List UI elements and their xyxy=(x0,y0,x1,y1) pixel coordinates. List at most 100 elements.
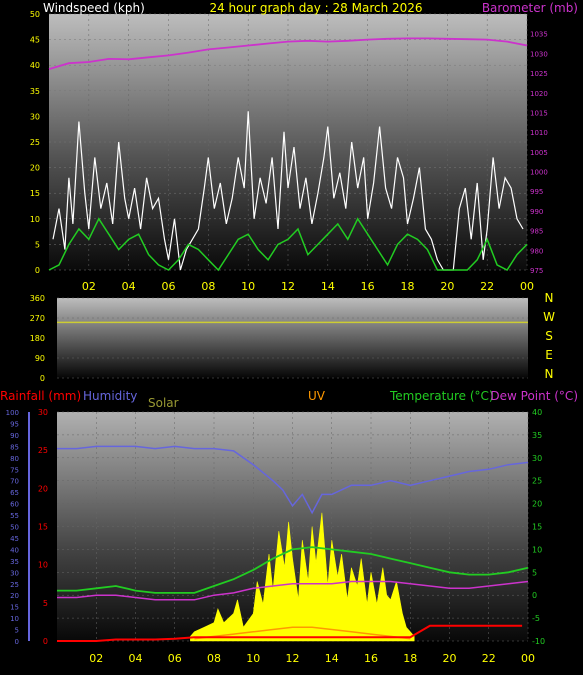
humidity-tick-label: 80 xyxy=(10,455,19,463)
climate-series xyxy=(57,445,529,642)
humidity-tick-label: 75 xyxy=(10,466,19,474)
climate-x-tick-label: 16 xyxy=(364,652,378,665)
climate-x-tick-label: 10 xyxy=(246,652,260,665)
humidity-tick-label: 25 xyxy=(10,581,19,589)
baro-tick-label: 990 xyxy=(530,208,543,216)
wind-tick-label: 25 xyxy=(30,138,40,147)
wind-tick-label: 50 xyxy=(30,10,40,19)
barometer-title: Barometer (mb) xyxy=(482,1,578,15)
wind-tick-label: 10 xyxy=(30,215,40,224)
humidity-tick-label: 60 xyxy=(10,501,19,509)
direction-tick-label: 270 xyxy=(30,314,45,323)
temperature-y-axis: -10 -5 0 5 10 15 20 25 30 35 40 xyxy=(532,408,545,646)
humidity-tick-label: 55 xyxy=(10,512,19,520)
climate-x-tick-label: 02 xyxy=(89,652,103,665)
wind-x-tick-label: 10 xyxy=(241,280,255,293)
temperature-tick-label: 10 xyxy=(532,545,542,554)
baro-tick-label: 985 xyxy=(530,228,543,236)
wind-tick-label: 40 xyxy=(30,61,40,70)
temperature-tick-label: 25 xyxy=(532,477,542,486)
wind-x-tick-label: 04 xyxy=(122,280,136,293)
compass-letter: N xyxy=(545,291,554,305)
climate-x-tick-label: 22 xyxy=(482,652,496,665)
direction-tick-label: 0 xyxy=(40,374,45,383)
humidity-tick-label: 65 xyxy=(10,489,19,497)
compass-letter: W xyxy=(543,310,555,324)
rainfall-y-axis: 0 5 10 15 20 25 30 xyxy=(38,408,48,646)
temperature-tick-label: -10 xyxy=(532,637,545,646)
wind-x-tick-label: 12 xyxy=(281,280,295,293)
climate-x-tick-label: 04 xyxy=(129,652,143,665)
solar-label: Solar xyxy=(148,396,179,410)
humidity-tick-label: 40 xyxy=(10,546,19,554)
temperature-line xyxy=(57,546,529,594)
climate-x-tick-label: 18 xyxy=(403,652,417,665)
wind-x-tick-label: 22 xyxy=(480,280,494,293)
barometer-line xyxy=(48,37,528,70)
humidity-tick-label: 100 xyxy=(6,409,19,417)
rainfall-tick-label: 25 xyxy=(38,446,48,455)
wind-tick-label: 30 xyxy=(30,112,40,121)
average-wind-line xyxy=(48,217,528,272)
climate-x-tick-label: 14 xyxy=(325,652,339,665)
temperature-tick-label: 35 xyxy=(532,431,542,440)
wind-tick-label: 0 xyxy=(35,266,40,275)
temperature-tick-label: 40 xyxy=(532,408,542,417)
climate-x-tick-label: 06 xyxy=(168,652,182,665)
humidity-tick-label: 30 xyxy=(10,569,19,577)
baro-tick-label: 1025 xyxy=(530,70,548,78)
humidity-label: Humidity xyxy=(83,389,137,403)
direction-tick-label: 90 xyxy=(35,354,45,363)
wind-tick-label: 20 xyxy=(30,164,40,173)
baro-tick-label: 975 xyxy=(530,267,543,275)
baro-tick-label: 1030 xyxy=(530,50,548,58)
baro-tick-label: 995 xyxy=(530,188,543,196)
rainfall-label: Rainfall (mm) xyxy=(0,389,81,403)
rainfall-tick-label: 5 xyxy=(43,599,48,608)
wind-tick-label: 45 xyxy=(30,36,40,45)
wind-x-tick-label: 02 xyxy=(82,280,96,293)
wind-panel-bg xyxy=(49,14,527,270)
humidity-tick-label: 0 xyxy=(15,638,19,646)
wind-x-tick-label: 00 xyxy=(520,280,534,293)
temperature-tick-label: 15 xyxy=(532,523,542,532)
wind-x-tick-label: 06 xyxy=(162,280,176,293)
compass-letter: N xyxy=(545,367,554,381)
chart-date-title: 24 hour graph day : 28 March 2026 xyxy=(209,1,422,15)
baro-tick-label: 1020 xyxy=(530,90,548,98)
temperature-tick-label: 20 xyxy=(532,500,542,509)
baro-tick-label: 1005 xyxy=(530,149,548,157)
humidity-tick-label: 15 xyxy=(10,604,19,612)
humidity-tick-label: 90 xyxy=(10,432,19,440)
baro-tick-label: 1000 xyxy=(530,169,548,177)
humidity-tick-label: 20 xyxy=(10,592,19,600)
direction-y-axis: 0 90 180 270 360 xyxy=(30,294,45,383)
wind-x-tick-label: 08 xyxy=(201,280,215,293)
humidity-tick-label: 45 xyxy=(10,535,19,543)
baro-tick-label: 980 xyxy=(530,247,543,255)
wind-x-tick-label: 16 xyxy=(361,280,375,293)
baro-tick-label: 1035 xyxy=(530,31,548,39)
baro-tick-label: 1010 xyxy=(530,129,548,137)
humidity-tick-label: 35 xyxy=(10,558,19,566)
windspeed-title: Windspeed (kph) xyxy=(43,1,145,15)
humidity-y-axis: 0 5 10 15 20 25 30 35 40 45 50 55 60 65 70 75 80 85 90 95 10… xyxy=(6,409,30,646)
temperature-tick-label: 30 xyxy=(532,454,542,463)
climate-x-tick-label: 00 xyxy=(521,652,535,665)
climate-x-tick-label: 20 xyxy=(443,652,457,665)
solar-area xyxy=(190,512,415,642)
temperature-label: Temperature (°C) xyxy=(389,389,494,403)
rainfall-tick-label: 10 xyxy=(38,561,48,570)
climate-x-tick-label: 08 xyxy=(207,652,221,665)
humidity-tick-label: 95 xyxy=(10,420,19,428)
wind-series xyxy=(48,37,528,272)
wind-x-tick-label: 18 xyxy=(401,280,415,293)
temperature-tick-label: 0 xyxy=(532,591,537,600)
wind-x-tick-label: 20 xyxy=(440,280,454,293)
temperature-tick-label: -5 xyxy=(532,614,540,623)
rainfall-tick-label: 15 xyxy=(38,523,48,532)
climate-x-axis: 02 04 06 08 10 12 14 16 18 20 22 00 xyxy=(89,652,535,665)
dewpoint-line xyxy=(57,580,529,601)
